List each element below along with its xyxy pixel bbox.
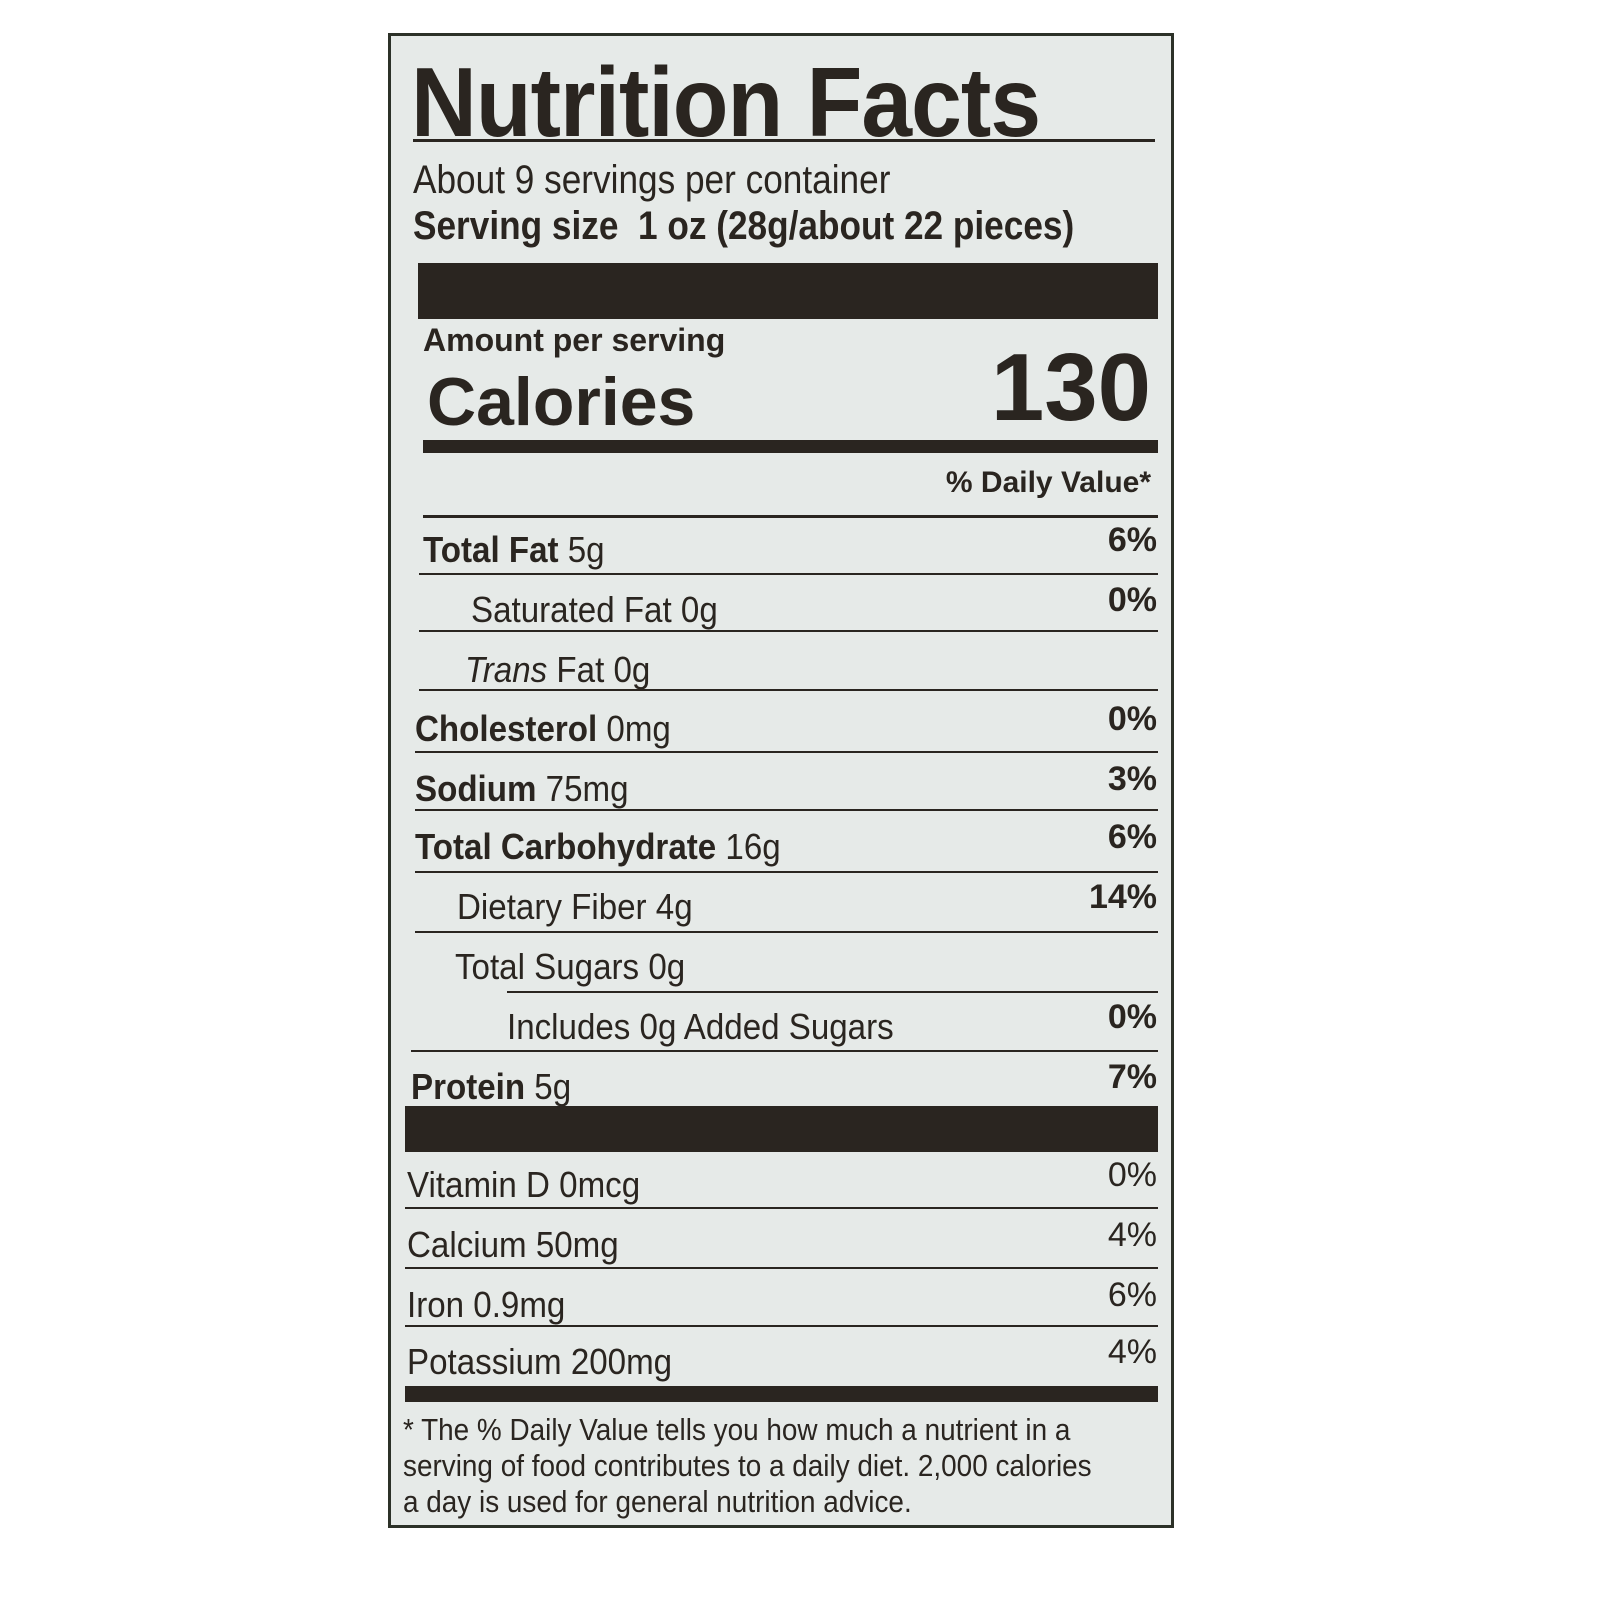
- divider: [405, 1325, 1158, 1327]
- nutrient-amount: 0g: [648, 946, 686, 987]
- divider: [419, 689, 1158, 691]
- vitamin-dv: 4%: [1107, 1216, 1157, 1254]
- footnote-line: serving of food contributes to a daily d…: [403, 1448, 1092, 1483]
- nutrient-name: Total Fat: [423, 529, 559, 570]
- nutrient-dv: 6%: [1107, 818, 1157, 856]
- medium-bar: [423, 440, 1158, 453]
- nutrient-row-dietary-fiber: Dietary Fiber 4g 14%: [391, 878, 1177, 927]
- nutrient-amount: Fat 0g: [556, 649, 651, 690]
- nutrient-dv: 3%: [1107, 760, 1157, 798]
- divider: [419, 573, 1158, 575]
- calories-label: Calories: [427, 364, 696, 440]
- divider: [507, 991, 1158, 993]
- vitamin-dv: 6%: [1107, 1276, 1157, 1314]
- nutrition-facts-label: Nutrition Facts About 9 servings per con…: [388, 33, 1174, 1528]
- vitamin-row-potassium: Potassium 200mg 4%: [407, 1333, 1157, 1382]
- divider: [405, 1267, 1158, 1269]
- nutrient-name: Cholesterol: [415, 708, 598, 749]
- nutrient-dv: 14%: [1088, 878, 1157, 916]
- label-title: Nutrition Facts: [411, 47, 1041, 157]
- daily-value-header: % Daily Value*: [945, 466, 1151, 499]
- nutrient-dv: 0%: [1107, 581, 1157, 619]
- medium-bar: [405, 1386, 1158, 1402]
- divider: [419, 630, 1158, 632]
- thick-bar: [418, 263, 1158, 319]
- nutrient-amount: 75mg: [545, 768, 629, 809]
- nutrient-row-protein: Protein 5g 7%: [391, 1058, 1177, 1107]
- divider: [405, 1207, 1158, 1209]
- nutrient-name: Includes 0g Added Sugars: [507, 1006, 894, 1047]
- footnote-line: * The % Daily Value tells you how much a…: [403, 1412, 1071, 1447]
- vitamin-dv: 0%: [1107, 1156, 1157, 1194]
- divider: [415, 871, 1158, 873]
- footnote-line: a day is used for general nutrition advi…: [403, 1484, 912, 1519]
- nutrient-row-total-carbohydrate: Total Carbohydrate 16g 6%: [391, 818, 1177, 867]
- nutrient-dv: 7%: [1107, 1058, 1157, 1096]
- serving-size-label: Serving size: [413, 204, 619, 248]
- vitamin-row-calcium: Calcium 50mg 4%: [407, 1216, 1157, 1265]
- nutrient-amount: 4g: [655, 886, 693, 927]
- divider: [415, 751, 1158, 753]
- servings-per-container: About 9 servings per container: [413, 158, 891, 202]
- nutrient-name: Trans: [465, 649, 548, 690]
- nutrient-amount: 5g: [567, 529, 605, 570]
- divider: [415, 809, 1158, 811]
- nutrient-name: Sodium: [415, 768, 537, 809]
- thick-bar: [405, 1106, 1158, 1152]
- vitamin-row-iron: Iron 0.9mg 6%: [407, 1276, 1157, 1325]
- serving-size: Serving size 1 oz (28g/about 22 pieces): [413, 204, 1074, 249]
- nutrient-row-saturated-fat: Saturated Fat 0g 0%: [391, 581, 1177, 630]
- vitamin-dv: 4%: [1107, 1333, 1157, 1371]
- calories-value: 130: [990, 334, 1151, 441]
- nutrient-dv: 0%: [1107, 700, 1157, 738]
- divider: [413, 139, 1155, 142]
- nutrient-row-cholesterol: Cholesterol 0mg 0%: [391, 700, 1177, 749]
- nutrient-row-sodium: Sodium 75mg 3%: [391, 760, 1177, 809]
- nutrient-amount: 5g: [534, 1066, 572, 1107]
- divider: [411, 1050, 1158, 1052]
- nutrient-amount: 16g: [725, 826, 781, 867]
- nutrient-amount: 0g: [680, 589, 718, 630]
- nutrient-dv: 0%: [1107, 998, 1157, 1036]
- nutrient-name: Dietary Fiber: [457, 886, 647, 927]
- vitamin-row-vitamin-d: Vitamin D 0mcg 0%: [407, 1156, 1157, 1205]
- nutrient-name: Total Carbohydrate: [415, 826, 717, 867]
- nutrient-row-total-fat: Total Fat 5g 6%: [391, 521, 1177, 570]
- nutrient-row-total-sugars: Total Sugars 0g: [391, 946, 1177, 987]
- nutrient-row-added-sugars: Includes 0g Added Sugars 0%: [391, 998, 1177, 1047]
- nutrient-row-trans-fat: Trans Fat 0g: [391, 649, 1177, 690]
- amount-per-serving: Amount per serving: [423, 322, 726, 358]
- nutrient-name: Total Sugars: [455, 946, 640, 987]
- nutrient-name: Saturated Fat: [471, 589, 672, 630]
- nutrient-dv: 6%: [1107, 521, 1157, 559]
- divider: [423, 515, 1158, 518]
- nutrient-amount: 0mg: [606, 708, 671, 749]
- serving-size-value: 1 oz (28g/about 22 pieces): [637, 204, 1075, 248]
- nutrient-name: Protein: [411, 1066, 526, 1107]
- divider: [415, 931, 1158, 933]
